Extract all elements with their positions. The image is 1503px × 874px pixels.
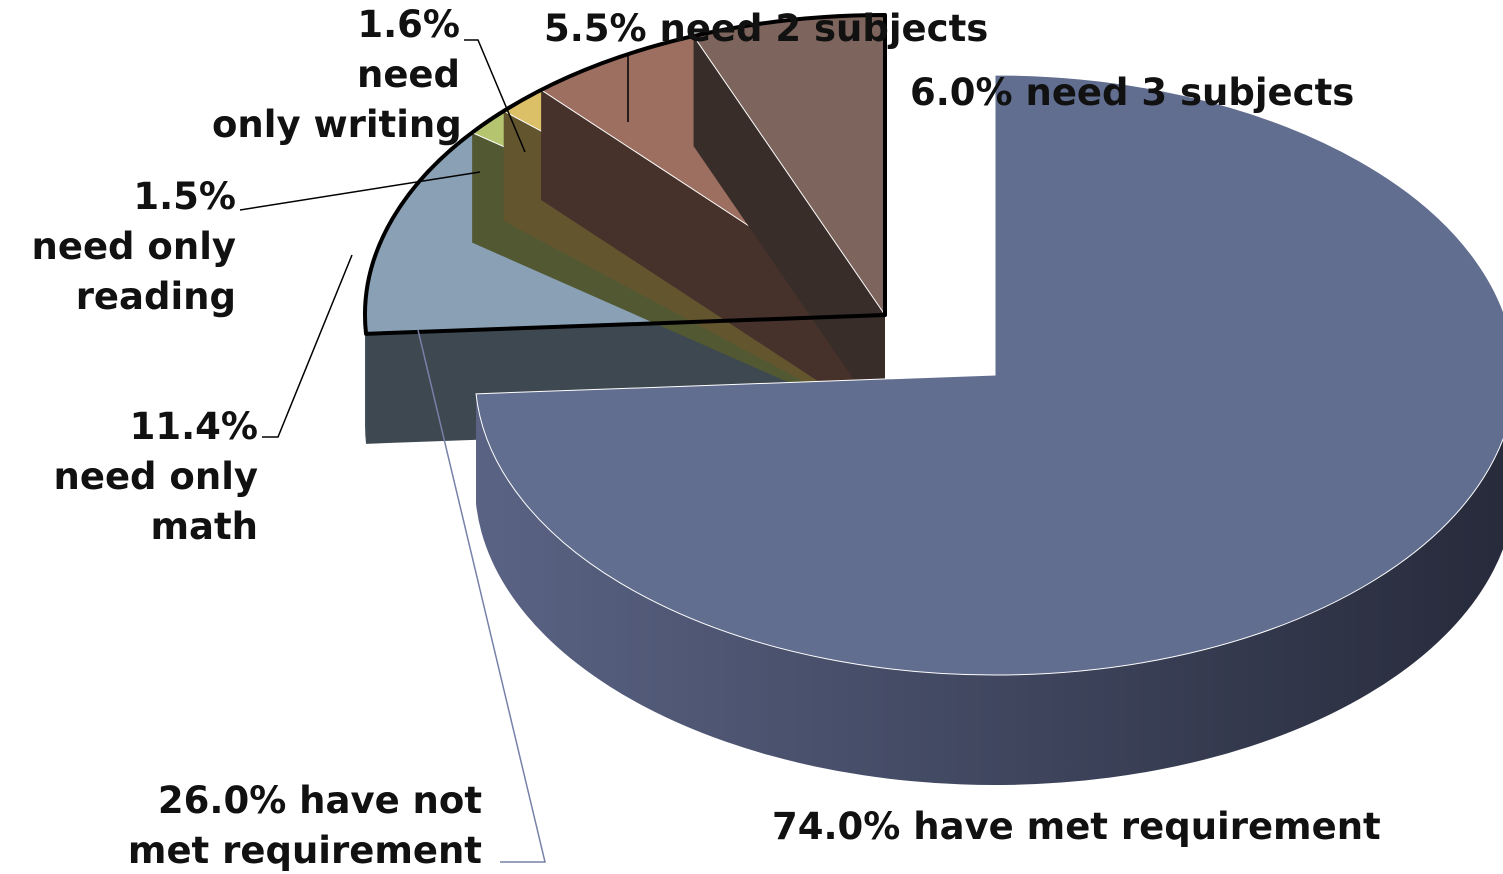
leader-reading	[239, 171, 481, 211]
slice-wall-three	[693, 36, 885, 426]
leader-math	[262, 254, 353, 438]
slice-met	[475, 74, 1503, 676]
label-need-3-subjects: 6.0% need 3 subjects	[910, 71, 1355, 114]
label-only-writing: 1.6% need only writing	[212, 3, 462, 146]
label-need-2-subjects: 5.5% need 2 subjects	[544, 7, 989, 50]
slice-side-met	[476, 393, 1503, 785]
label-only-reading: 1.5% need only reading	[31, 175, 236, 318]
label-not-met: 26.0% have not met requirement	[127, 779, 482, 872]
slice-wall-two	[541, 89, 885, 426]
slice-side-math	[365, 315, 367, 444]
label-have-met: 74.0% have met requirement	[772, 805, 1381, 848]
group-outline	[363, 13, 887, 336]
leader-group	[417, 329, 546, 863]
group-met	[475, 74, 1503, 785]
group-not-met	[363, 13, 887, 444]
label-only-math: 11.4% need only math	[53, 405, 258, 548]
leader-writing	[464, 39, 526, 153]
